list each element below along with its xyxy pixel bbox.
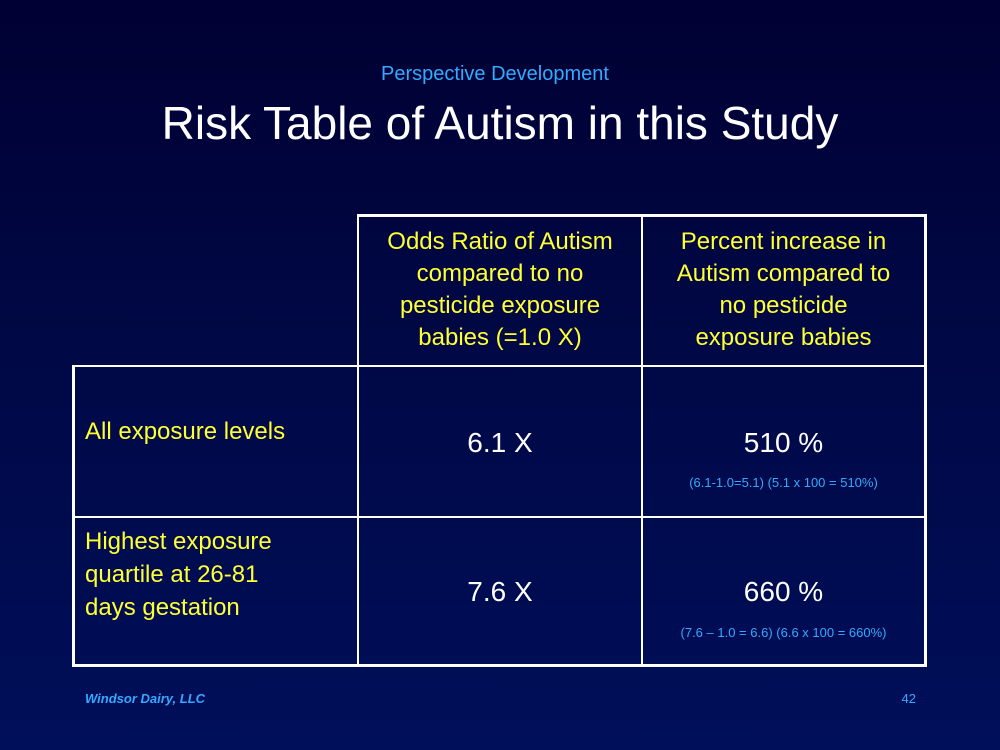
header-percent-increase-line: no pesticide bbox=[719, 292, 848, 319]
calculation-note: (7.6 – 1.0 = 6.6) (6.6 x 100 = 660%) bbox=[680, 625, 887, 640]
footer-company: Windsor Dairy, LLC bbox=[85, 691, 206, 706]
odds-ratio-value: 7.6 X bbox=[467, 576, 533, 607]
table-right-border bbox=[924, 214, 927, 667]
row-label-line: quartile at 26-81 bbox=[85, 561, 259, 588]
table-col-divider-1 bbox=[357, 214, 359, 667]
row-label-line: All exposure levels bbox=[85, 418, 286, 445]
row-label-line: days gestation bbox=[85, 594, 240, 621]
table-header-divider bbox=[72, 365, 927, 367]
percent-increase-value: 660 % bbox=[743, 576, 824, 607]
percent-increase-value: 510 % bbox=[743, 427, 824, 458]
header-odds-ratio-line: compared to no bbox=[416, 260, 584, 287]
header-percent-increase-line: exposure babies bbox=[695, 324, 872, 351]
header-odds-ratio-line: Odds Ratio of Autism bbox=[387, 228, 613, 255]
calculation-note: (6.1-1.0=5.1) (5.1 x 100 = 510%) bbox=[689, 475, 878, 490]
header-percent-increase-line: Percent increase in bbox=[680, 228, 887, 255]
header-odds-ratio-line: babies (=1.0 X) bbox=[418, 324, 582, 351]
table-left-border bbox=[72, 365, 75, 667]
slide-title: Risk Table of Autism in this Study bbox=[161, 97, 839, 149]
table-bottom-border bbox=[72, 664, 927, 667]
row-label-highest-quartile: Highest exposure quartile at 26-81 days … bbox=[85, 525, 272, 624]
footer-page-number: 42 bbox=[901, 691, 916, 706]
odds-ratio-value: 6.1 X bbox=[467, 427, 533, 458]
header-percent-increase-line: Autism compared to bbox=[676, 260, 891, 287]
row-label-line: Highest exposure bbox=[85, 528, 272, 555]
row-label-all-exposure: All exposure levels bbox=[85, 415, 285, 448]
header-odds-ratio: Odds Ratio of Autism compared to no pest… bbox=[359, 224, 641, 356]
table-col-divider-2 bbox=[641, 214, 643, 667]
slide-subtitle: Perspective Development bbox=[381, 63, 609, 85]
table-row-divider bbox=[72, 516, 927, 518]
header-percent-increase: Percent increase in Autism compared to n… bbox=[643, 224, 924, 356]
header-odds-ratio-line: pesticide exposure bbox=[399, 292, 601, 319]
